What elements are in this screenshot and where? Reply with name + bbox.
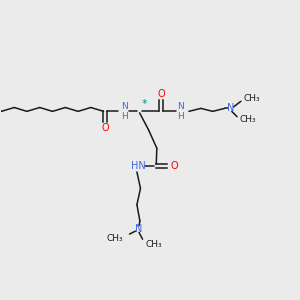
Text: N
H: N H — [178, 102, 184, 121]
Text: N: N — [227, 103, 235, 113]
Text: O: O — [157, 89, 165, 99]
Text: CH₃: CH₃ — [145, 240, 162, 249]
Text: CH₃: CH₃ — [239, 115, 256, 124]
Text: HN: HN — [131, 161, 146, 171]
Text: O: O — [101, 123, 109, 133]
Text: N
H: N H — [121, 102, 128, 121]
Text: CH₃: CH₃ — [244, 94, 260, 103]
Text: O: O — [170, 161, 178, 171]
Text: N: N — [135, 224, 142, 234]
Text: CH₃: CH₃ — [107, 234, 124, 243]
Text: *: * — [142, 99, 148, 109]
